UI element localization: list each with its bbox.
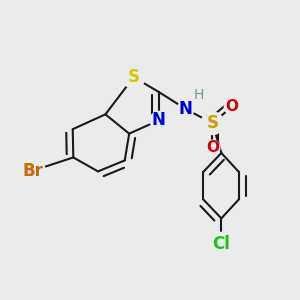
Circle shape [205, 140, 220, 155]
Circle shape [210, 232, 233, 255]
Text: N: N [152, 111, 166, 129]
Text: S: S [206, 114, 218, 132]
Circle shape [150, 111, 168, 129]
Circle shape [177, 101, 194, 117]
Circle shape [224, 100, 239, 114]
Circle shape [122, 66, 145, 88]
Text: Cl: Cl [212, 235, 230, 253]
Circle shape [201, 112, 224, 134]
Text: S: S [128, 68, 140, 86]
Text: N: N [179, 100, 193, 118]
Circle shape [20, 158, 45, 183]
Text: O: O [206, 140, 219, 155]
Text: O: O [225, 99, 238, 114]
Text: Br: Br [22, 162, 43, 180]
Text: H: H [194, 88, 204, 102]
